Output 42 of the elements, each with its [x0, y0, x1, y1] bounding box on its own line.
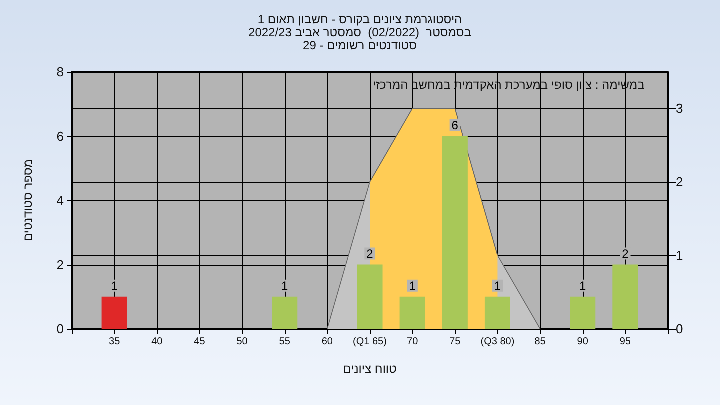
bar	[272, 296, 298, 329]
y-tick-label: 0	[56, 322, 64, 336]
y-tick-label: 4	[56, 193, 64, 208]
data-label: 2	[622, 246, 630, 261]
bar	[357, 264, 383, 329]
y-tick-label: 8	[56, 64, 64, 80]
x-tick-label: 85	[534, 336, 546, 348]
data-label: 1	[409, 278, 416, 293]
y-axis-title: מספר סטודנטים	[21, 159, 35, 242]
chart-title: היסטוגרמת ציונים בקורס - חשבון תאום 1	[258, 12, 462, 26]
bar	[400, 296, 426, 329]
y2-tick-label: 2	[676, 174, 684, 190]
bar	[102, 296, 128, 329]
x-tick-label: (Q3 80)	[480, 336, 515, 348]
x-tick-label: 90	[577, 336, 589, 348]
bar	[612, 264, 638, 329]
x-tick-label: 45	[194, 336, 206, 348]
x-tick-label: 35	[109, 336, 121, 348]
x-tick-label: 75	[450, 336, 462, 348]
data-label: 6	[452, 118, 459, 132]
data-label: 1	[580, 278, 587, 293]
bar	[442, 136, 468, 329]
x-tick-label: 95	[620, 336, 632, 348]
data-label: 1	[494, 278, 502, 293]
x-tick-label: 60	[322, 336, 334, 348]
x-tick-label: 55	[279, 336, 291, 348]
x-tick-label: 70	[407, 336, 419, 348]
data-label: 1	[111, 278, 118, 293]
bar	[484, 296, 510, 329]
y-tick-label: 2	[56, 257, 64, 272]
data-label: 1	[282, 278, 289, 293]
y2-tick-label: 1	[676, 248, 684, 264]
data-label: 2	[366, 246, 374, 261]
y-tick-label: 6	[56, 128, 64, 144]
x-axis-title: טווח ציונים	[343, 362, 398, 376]
x-tick-label: (Q1 65)	[353, 336, 387, 348]
y2-tick-label: 3	[676, 101, 684, 116]
x-tick-label: 40	[152, 336, 164, 348]
bar	[570, 296, 596, 329]
x-tick-label: 50	[236, 336, 248, 348]
chart-subtitle: בסמסטר (02/2022) סמסטר אביב 2022/23 סטודנטים רשומים - 29	[248, 26, 472, 52]
y2-tick-label: 0	[676, 322, 684, 336]
